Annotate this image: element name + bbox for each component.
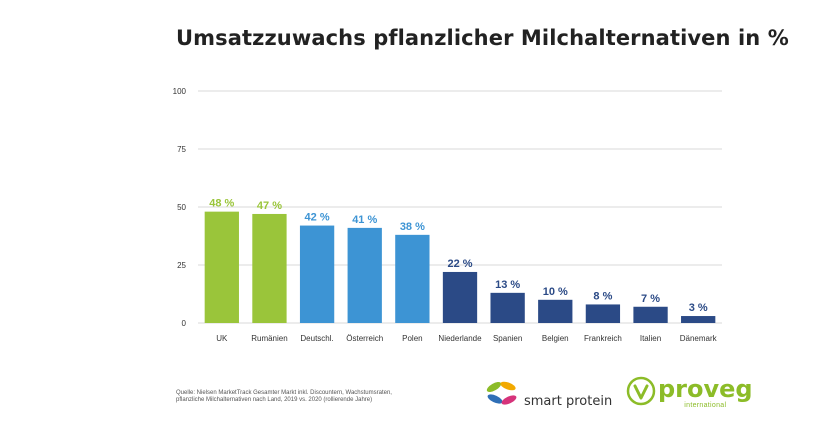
data-label: 8 %: [593, 290, 612, 302]
data-label: 42 %: [305, 212, 330, 224]
y-tick-label: 75: [177, 145, 186, 154]
bar: [442, 271, 478, 323]
data-label: 41 %: [352, 214, 377, 226]
x-tick-label: Deutschl.: [300, 334, 333, 343]
x-tick-label: Österreich: [346, 334, 383, 343]
chart-title: Umsatzzuwachs pflanzlicher Milchalternat…: [176, 26, 789, 50]
data-label: 7 %: [641, 293, 660, 305]
bar: [681, 316, 716, 323]
smart-protein-text: smart protein: [524, 393, 613, 409]
x-tick-label: Spanien: [493, 334, 522, 343]
data-label: 10 %: [543, 286, 568, 298]
proveg-leaf-icon: [626, 376, 656, 406]
bar: [585, 304, 621, 323]
x-tick-label: Niederlande: [438, 334, 482, 343]
bar: [299, 225, 335, 323]
data-label: 38 %: [400, 221, 425, 233]
x-tick-label: Italien: [640, 334, 661, 343]
proveg-logo: proveg international: [626, 376, 753, 410]
y-tick-label: 0: [182, 319, 187, 328]
y-tick-label: 50: [177, 203, 186, 212]
proveg-name: proveg: [658, 375, 753, 403]
data-label: 48 %: [209, 198, 234, 210]
x-tick-label: Belgien: [542, 334, 569, 343]
bar: [633, 306, 668, 323]
y-tick-label: 25: [177, 261, 186, 270]
bar: [490, 292, 525, 323]
bar: [347, 227, 382, 323]
x-tick-label: Frankreich: [584, 334, 622, 343]
proveg-subtitle: international: [684, 402, 727, 409]
data-label: 47 %: [257, 200, 282, 212]
bar: [538, 299, 573, 323]
bar: [204, 211, 239, 323]
smart-protein-icon: [486, 381, 517, 405]
source-note: Quelle: Nielsen MarketTrack Gesamter Mar…: [176, 390, 392, 403]
x-tick-label: Rumänien: [251, 334, 287, 343]
x-tick-label: Dänemark: [680, 334, 718, 343]
x-tick-label: UK: [216, 334, 228, 343]
bar: [395, 234, 430, 323]
data-label: 22 %: [447, 258, 472, 270]
bar: [252, 213, 287, 323]
smart-protein-logo: smart protein: [484, 378, 612, 410]
data-label: 13 %: [495, 279, 520, 291]
x-tick-label: Polen: [402, 334, 422, 343]
y-tick-label: 100: [173, 87, 187, 96]
data-label: 3 %: [689, 302, 708, 314]
